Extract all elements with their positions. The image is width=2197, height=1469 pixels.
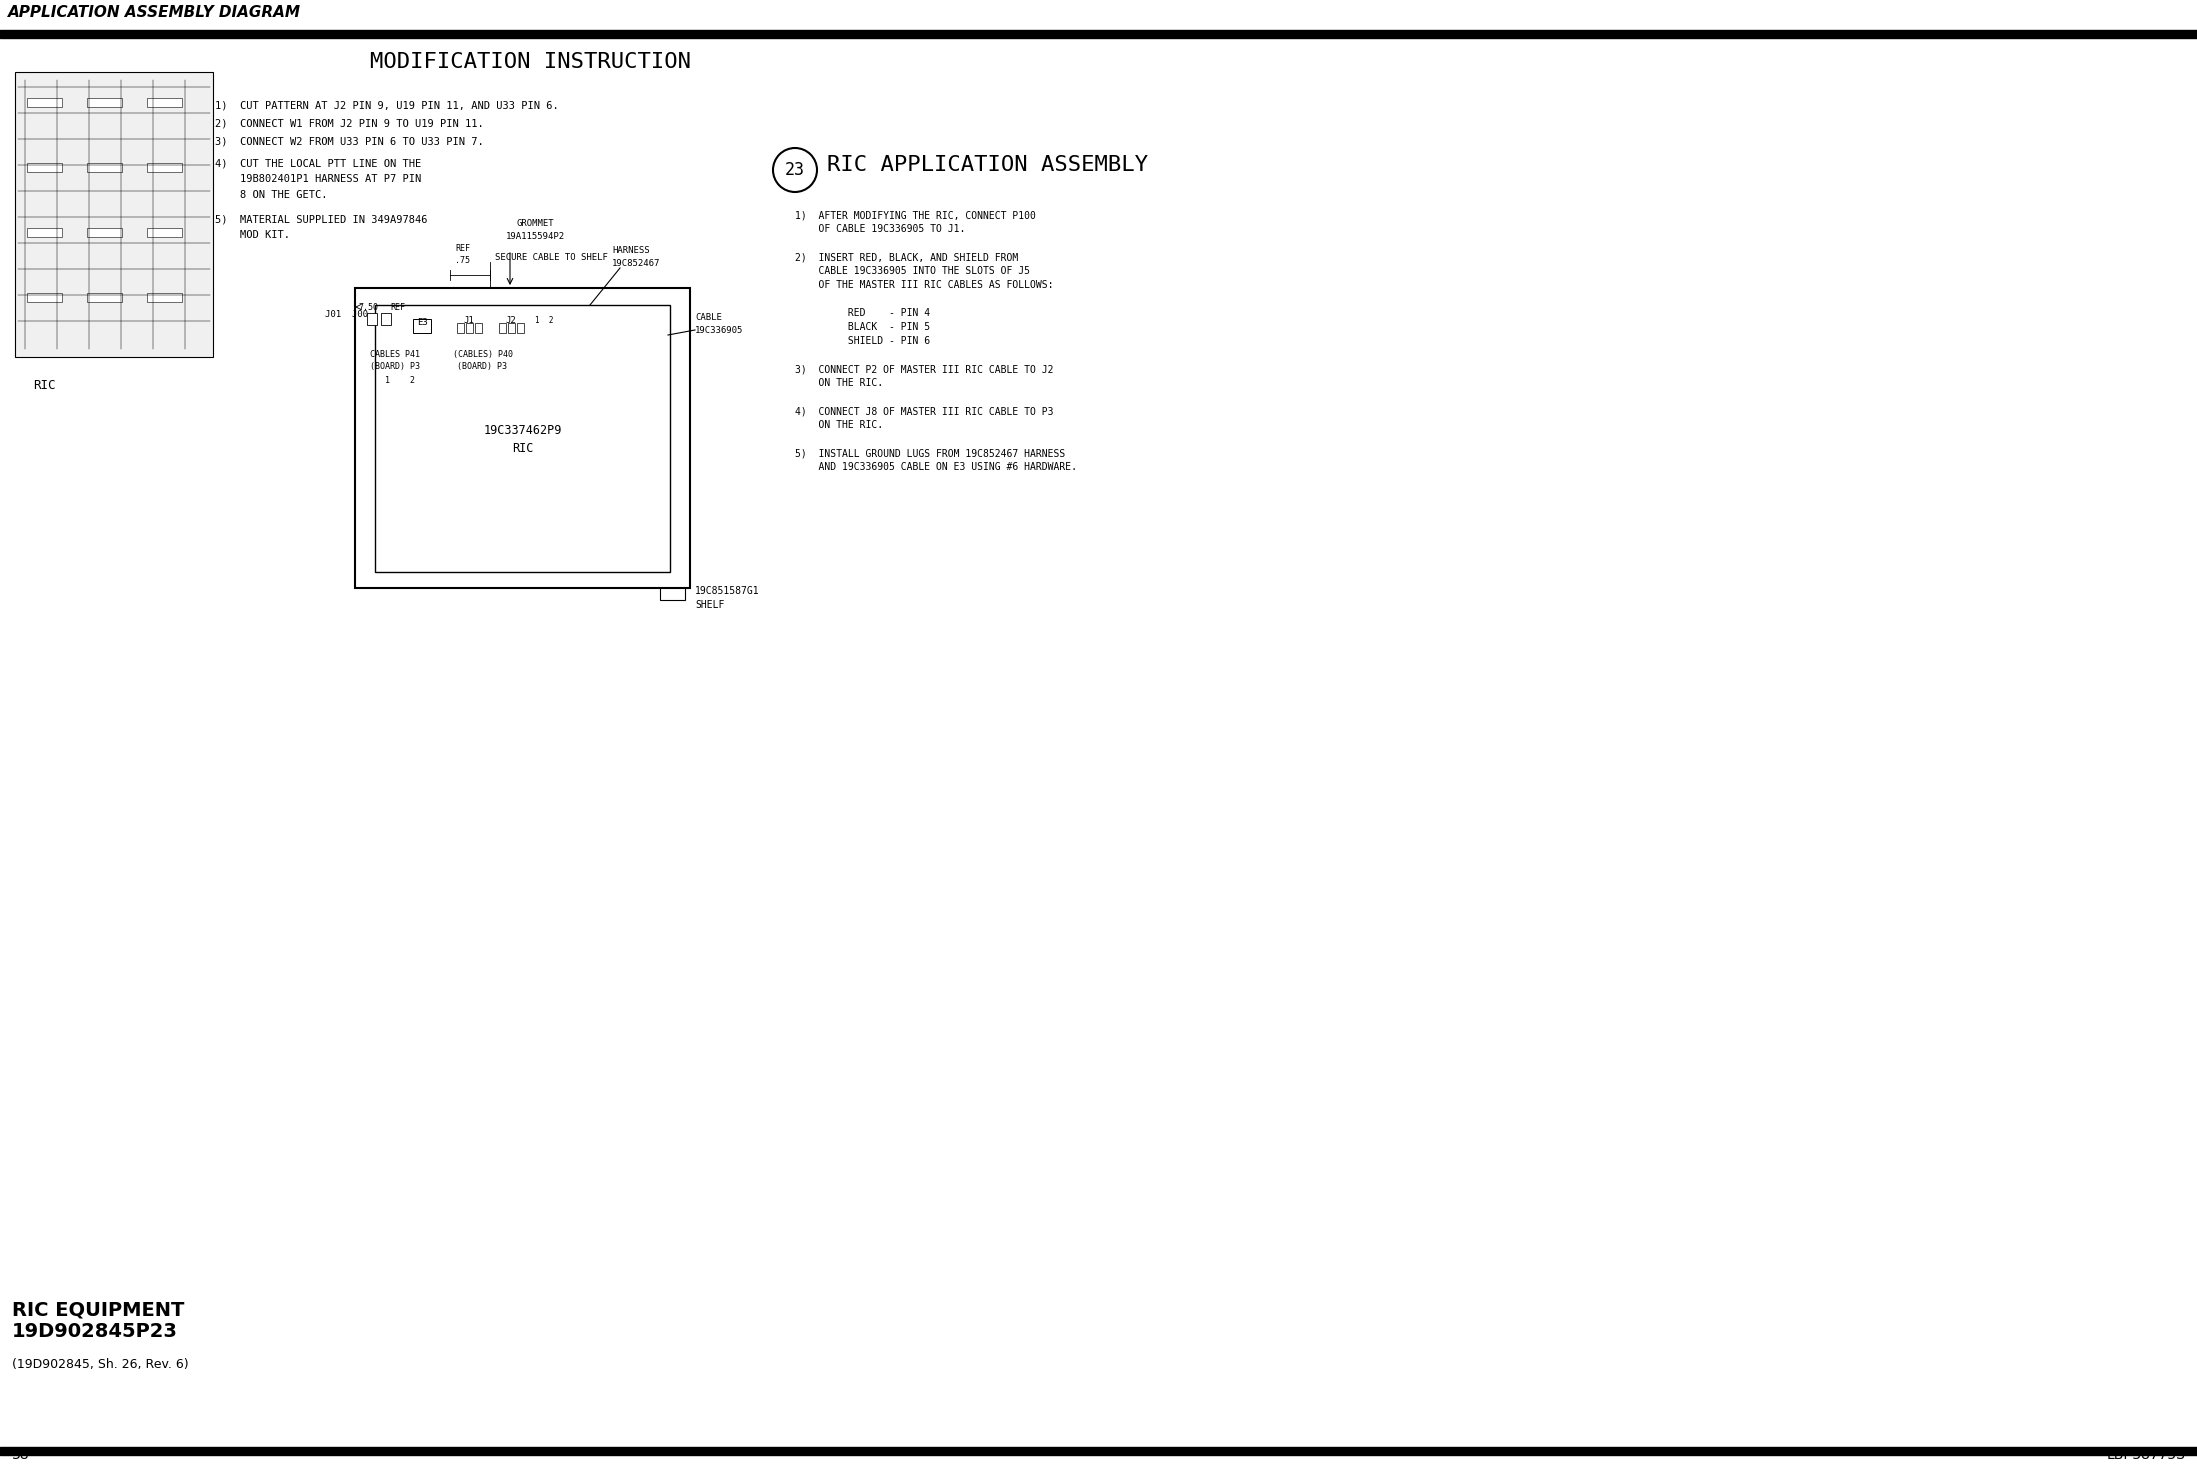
Bar bbox=[380, 313, 391, 325]
Bar bbox=[147, 228, 182, 237]
Text: RIC: RIC bbox=[512, 442, 534, 455]
Text: GROMMET: GROMMET bbox=[516, 219, 554, 228]
Text: J2: J2 bbox=[505, 316, 516, 325]
Bar bbox=[88, 98, 123, 107]
Text: REF: REF bbox=[455, 244, 470, 253]
Text: J1: J1 bbox=[464, 316, 475, 325]
Text: SHELF: SHELF bbox=[694, 599, 725, 610]
Bar bbox=[147, 163, 182, 172]
Text: 19D902845P23: 19D902845P23 bbox=[11, 1322, 178, 1341]
Bar bbox=[26, 163, 62, 172]
Text: 1)  CUT PATTERN AT J2 PIN 9, U19 PIN 11, AND U33 PIN 6.: 1) CUT PATTERN AT J2 PIN 9, U19 PIN 11, … bbox=[215, 100, 558, 110]
Text: .75: .75 bbox=[455, 256, 470, 264]
Bar bbox=[475, 323, 481, 333]
Text: 19C852467: 19C852467 bbox=[613, 259, 661, 267]
Text: AND 19C336905 CABLE ON E3 USING #6 HARDWARE.: AND 19C336905 CABLE ON E3 USING #6 HARDW… bbox=[795, 461, 1077, 472]
Text: 2)  INSERT RED, BLACK, AND SHIELD FROM: 2) INSERT RED, BLACK, AND SHIELD FROM bbox=[795, 253, 1017, 261]
Text: 2)  CONNECT W1 FROM J2 PIN 9 TO U19 PIN 11.: 2) CONNECT W1 FROM J2 PIN 9 TO U19 PIN 1… bbox=[215, 118, 483, 128]
Text: MODIFICATION INSTRUCTION: MODIFICATION INSTRUCTION bbox=[369, 51, 690, 72]
Text: 19C337462P9: 19C337462P9 bbox=[483, 425, 562, 436]
Text: RIC: RIC bbox=[33, 379, 55, 392]
Text: 1)  AFTER MODIFYING THE RIC, CONNECT P100: 1) AFTER MODIFYING THE RIC, CONNECT P100 bbox=[795, 210, 1035, 220]
Text: 1    2: 1 2 bbox=[384, 376, 415, 385]
Text: 4)  CUT THE LOCAL PTT LINE ON THE: 4) CUT THE LOCAL PTT LINE ON THE bbox=[215, 159, 422, 167]
Bar bbox=[147, 98, 182, 107]
Bar bbox=[659, 588, 685, 599]
Text: ON THE RIC.: ON THE RIC. bbox=[795, 378, 883, 388]
Text: 4)  CONNECT J8 OF MASTER III RIC CABLE TO P3: 4) CONNECT J8 OF MASTER III RIC CABLE TO… bbox=[795, 405, 1055, 416]
Text: 19C851587G1: 19C851587G1 bbox=[694, 586, 760, 596]
Text: OF CABLE 19C336905 TO J1.: OF CABLE 19C336905 TO J1. bbox=[795, 223, 964, 234]
Text: 23: 23 bbox=[784, 162, 804, 179]
Text: ON THE RIC.: ON THE RIC. bbox=[795, 420, 883, 430]
Bar bbox=[367, 313, 378, 325]
Text: RIC EQUIPMENT: RIC EQUIPMENT bbox=[11, 1300, 185, 1319]
Text: CABLES P41: CABLES P41 bbox=[369, 350, 420, 358]
Text: (19D902845, Sh. 26, Rev. 6): (19D902845, Sh. 26, Rev. 6) bbox=[11, 1357, 189, 1371]
Text: APPLICATION ASSEMBLY DIAGRAM: APPLICATION ASSEMBLY DIAGRAM bbox=[9, 4, 301, 21]
Text: 3)  CONNECT W2 FROM U33 PIN 6 TO U33 PIN 7.: 3) CONNECT W2 FROM U33 PIN 6 TO U33 PIN … bbox=[215, 137, 483, 145]
Text: (BOARD) P3: (BOARD) P3 bbox=[457, 361, 508, 372]
Text: SHIELD - PIN 6: SHIELD - PIN 6 bbox=[795, 336, 929, 347]
Bar bbox=[413, 319, 431, 333]
Text: LBI-38775S: LBI-38775S bbox=[2107, 1448, 2186, 1462]
Text: J01  J00: J01 J00 bbox=[325, 310, 369, 319]
Bar bbox=[508, 323, 514, 333]
Bar bbox=[147, 292, 182, 303]
Text: RIC APPLICATION ASSEMBLY: RIC APPLICATION ASSEMBLY bbox=[826, 156, 1149, 175]
Bar bbox=[26, 292, 62, 303]
Text: 19C336905: 19C336905 bbox=[694, 326, 743, 335]
Text: OF THE MASTER III RIC CABLES AS FOLLOWS:: OF THE MASTER III RIC CABLES AS FOLLOWS: bbox=[795, 281, 1055, 289]
Bar bbox=[26, 228, 62, 237]
Text: 8 ON THE GETC.: 8 ON THE GETC. bbox=[215, 190, 327, 200]
Text: (CABLES) P40: (CABLES) P40 bbox=[453, 350, 514, 358]
Bar bbox=[516, 323, 525, 333]
Bar bbox=[356, 288, 690, 588]
Text: CABLE: CABLE bbox=[694, 313, 723, 322]
Text: 7.50: 7.50 bbox=[358, 303, 378, 311]
Text: 5)  MATERIAL SUPPLIED IN 349A97846: 5) MATERIAL SUPPLIED IN 349A97846 bbox=[215, 214, 428, 223]
Text: RED    - PIN 4: RED - PIN 4 bbox=[795, 308, 929, 317]
Bar bbox=[88, 228, 123, 237]
Text: BLACK  - PIN 5: BLACK - PIN 5 bbox=[795, 322, 929, 332]
Text: (BOARD) P3: (BOARD) P3 bbox=[369, 361, 420, 372]
Text: CABLE 19C336905 INTO THE SLOTS OF J5: CABLE 19C336905 INTO THE SLOTS OF J5 bbox=[795, 266, 1030, 276]
Text: 5)  INSTALL GROUND LUGS FROM 19C852467 HARNESS: 5) INSTALL GROUND LUGS FROM 19C852467 HA… bbox=[795, 448, 1066, 458]
Text: 38: 38 bbox=[11, 1448, 29, 1462]
Bar bbox=[15, 72, 213, 357]
Text: 1  2: 1 2 bbox=[536, 316, 554, 325]
Bar bbox=[26, 98, 62, 107]
Bar bbox=[499, 323, 505, 333]
Bar bbox=[466, 323, 472, 333]
Text: SECURE CABLE TO SHELF: SECURE CABLE TO SHELF bbox=[494, 253, 609, 261]
Text: E3: E3 bbox=[417, 317, 428, 328]
Text: 3)  CONNECT P2 OF MASTER III RIC CABLE TO J2: 3) CONNECT P2 OF MASTER III RIC CABLE TO… bbox=[795, 364, 1055, 375]
Text: REF: REF bbox=[391, 303, 404, 311]
Text: HARNESS: HARNESS bbox=[613, 245, 650, 256]
Bar bbox=[88, 292, 123, 303]
Text: MOD KIT.: MOD KIT. bbox=[215, 231, 290, 239]
Text: 19A115594P2: 19A115594P2 bbox=[505, 232, 565, 241]
Text: 19B802401P1 HARNESS AT P7 PIN: 19B802401P1 HARNESS AT P7 PIN bbox=[215, 173, 422, 184]
Bar bbox=[457, 323, 464, 333]
Bar bbox=[376, 306, 670, 571]
Circle shape bbox=[773, 148, 817, 192]
Bar bbox=[88, 163, 123, 172]
